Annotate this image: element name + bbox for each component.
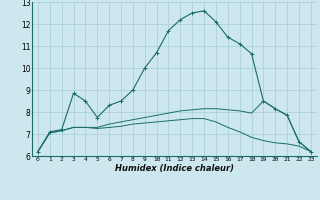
X-axis label: Humidex (Indice chaleur): Humidex (Indice chaleur) bbox=[115, 164, 234, 173]
